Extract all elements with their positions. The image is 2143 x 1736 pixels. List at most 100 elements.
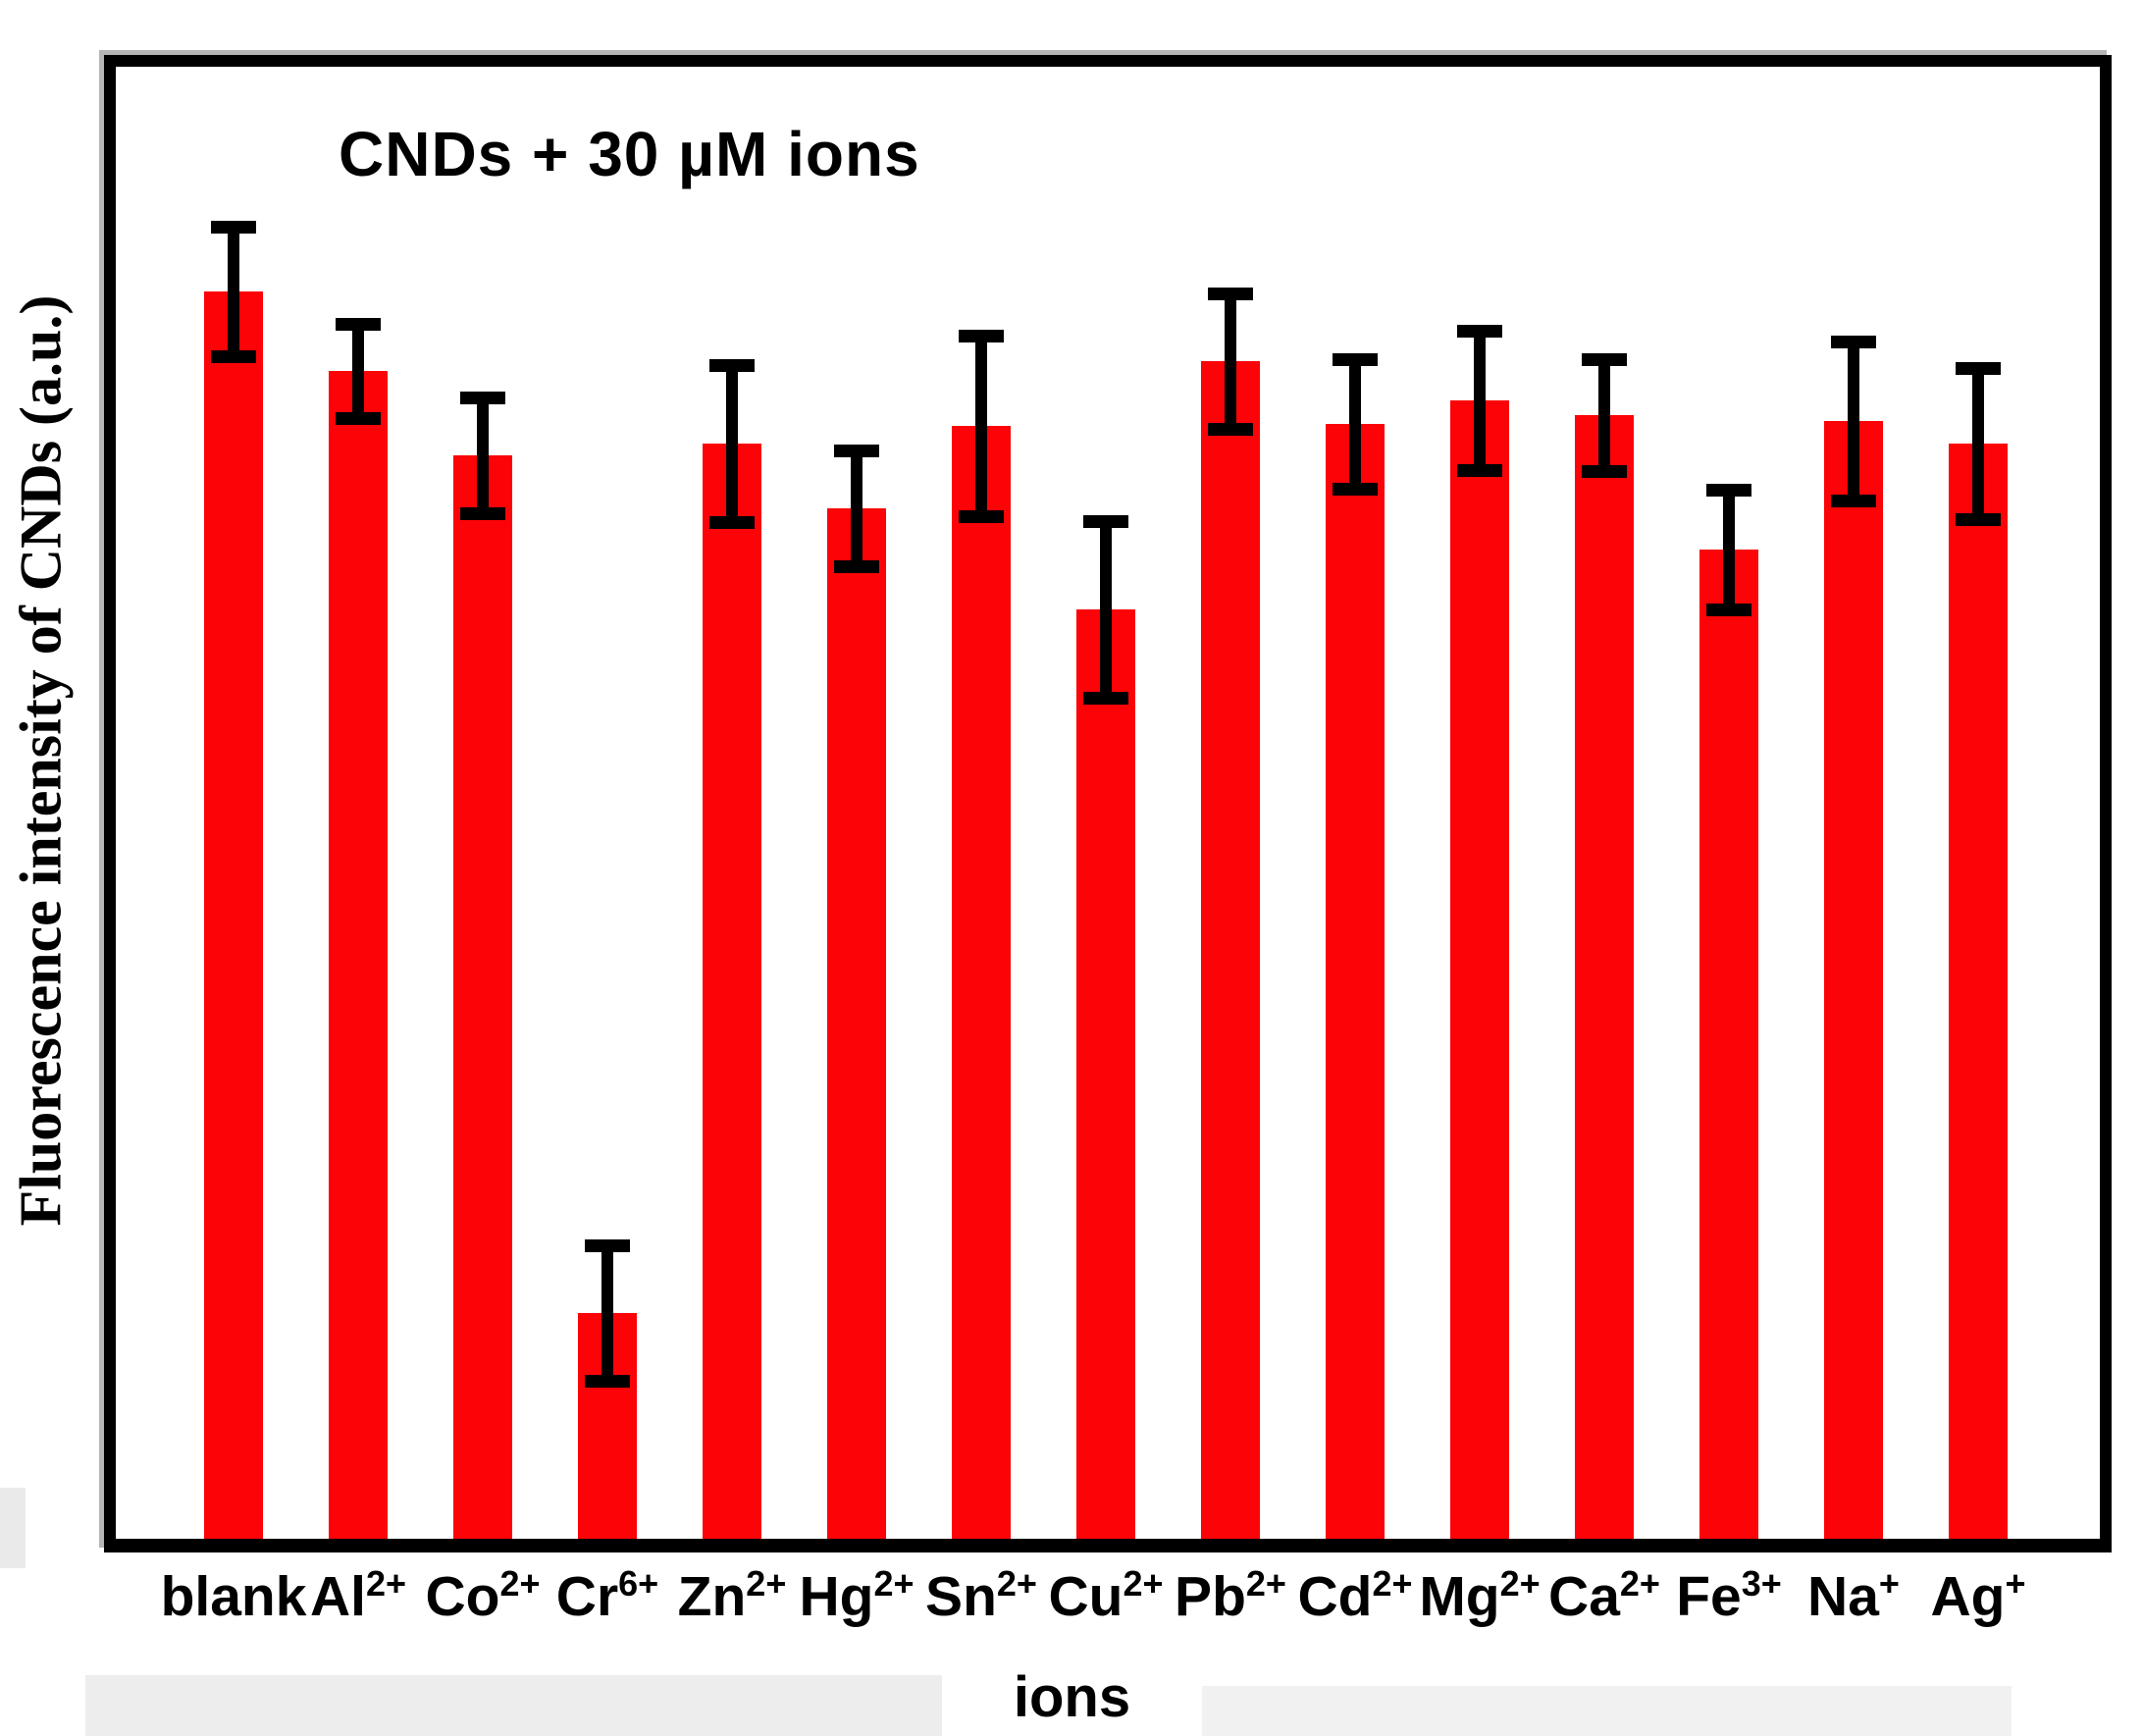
x-tick-charge: 2+ [1123,1563,1164,1604]
x-tick-charge: 2+ [1619,1563,1660,1604]
error-cap-bottom-Cd2+ [1333,482,1378,496]
x-tick-Hg2+: Hg2+ [768,1566,945,1628]
bar-Ca2+ [1575,415,1634,1539]
x-tick-base: Fe [1676,1565,1742,1628]
error-cap-bottom-Ca2+ [1582,464,1627,478]
error-cap-top-Cr6+ [585,1238,630,1252]
x-tick-Ca2+: Ca2+ [1516,1566,1693,1628]
error-bar-Cd2+ [1349,359,1361,489]
x-tick-Fe3+: Fe3+ [1641,1566,1817,1628]
bar-Cu2+ [1076,609,1135,1539]
error-bar-Ca2+ [1598,359,1610,471]
x-tick-Cd2+: Cd2+ [1267,1566,1443,1628]
plot-frame: CNDs + 30 µM ions [104,55,2112,1552]
error-cap-bottom-Pb2+ [1208,422,1253,436]
bar-Zn2+ [703,444,761,1539]
error-cap-top-Fe3+ [1706,483,1751,497]
x-tick-Al2+: Al2+ [270,1566,446,1628]
error-bar-Co2+ [477,397,489,513]
x-tick-charge: 2+ [873,1563,915,1604]
bar-Pb2+ [1201,361,1260,1539]
error-cap-top-Na+ [1831,335,1876,348]
x-tick-Na+: Na+ [1765,1566,1942,1628]
x-tick-Ag+: Ag+ [1890,1566,2066,1628]
x-tick-charge: 3+ [1741,1563,1782,1604]
error-bar-Cr6+ [601,1245,613,1381]
x-tick-charge: 2+ [365,1563,407,1604]
x-tick-charge: 6+ [618,1563,659,1604]
error-cap-top-Ag+ [1956,361,2001,375]
x-tick-base: blank [160,1565,307,1628]
error-bar-Pb2+ [1225,293,1236,429]
chart-title: CNDs + 30 µM ions [339,119,920,189]
x-tick-charge: 2+ [1245,1563,1286,1604]
background-artifact-notch [0,1488,26,1568]
error-cap-bottom-blank [211,349,256,363]
error-cap-bottom-Sn2+ [959,509,1004,523]
background-artifact-band [1202,1686,2012,1736]
error-bar-Ag+ [1972,368,1984,519]
error-cap-bottom-Zn2+ [709,515,755,529]
bar-Fe3+ [1699,550,1758,1539]
x-tick-Pb2+: Pb2+ [1142,1566,1319,1628]
x-tick-base: Zn [677,1565,747,1628]
error-cap-bottom-Cu2+ [1083,691,1128,705]
x-tick-charge: 2+ [996,1563,1037,1604]
x-tick-base: Cd [1297,1565,1373,1628]
x-tick-Cr6+: Cr6+ [519,1566,696,1628]
x-tick-charge: 2+ [1372,1563,1413,1604]
error-cap-bottom-Na+ [1831,494,1876,507]
x-tick-base: Ag [1930,1565,2006,1628]
x-tick-Co2+: Co2+ [394,1566,571,1628]
error-cap-top-Zn2+ [709,358,755,372]
error-bar-Hg2+ [851,450,862,566]
error-bar-Na+ [1848,342,1859,500]
bar-Ag+ [1949,444,2008,1539]
error-cap-bottom-Co2+ [460,506,505,520]
error-cap-bottom-Hg2+ [834,559,879,573]
bar-Cd2+ [1326,424,1385,1539]
error-bar-Cu2+ [1100,521,1112,698]
x-axis-label: ions [1013,1665,1131,1729]
error-bar-Mg2+ [1474,331,1486,470]
error-bar-blank [228,227,239,356]
x-tick-charge: 2+ [1499,1563,1541,1604]
error-bar-Al2+ [352,324,364,418]
x-tick-base: Al [309,1565,366,1628]
background-artifact-band [85,1675,942,1736]
error-cap-top-Sn2+ [959,329,1004,342]
x-tick-base: Ca [1548,1565,1620,1628]
bar-blank [204,291,263,1539]
error-cap-bottom-Mg2+ [1457,463,1502,477]
error-cap-top-Al2+ [336,317,381,331]
bar-Al2+ [329,371,388,1539]
x-tick-base: Cu [1048,1565,1124,1628]
x-tick-base: Mg [1419,1565,1500,1628]
error-cap-top-Cu2+ [1083,514,1128,528]
x-axis-label-box: ions [942,1658,1202,1736]
x-tick-base: Hg [799,1565,874,1628]
x-tick-charge: + [1878,1563,1900,1604]
error-bar-Fe3+ [1723,490,1735,609]
x-tick-charge: 2+ [499,1563,541,1604]
x-tick-base: Co [425,1565,500,1628]
x-tick-charge: 2+ [746,1563,787,1604]
error-bar-Sn2+ [975,336,987,516]
x-tick-blank: blank [145,1566,322,1628]
x-tick-base: Pb [1175,1565,1246,1628]
x-tick-Sn2+: Sn2+ [893,1566,1070,1628]
error-cap-top-blank [211,220,256,234]
x-tick-base: Sn [925,1565,997,1628]
bar-Hg2+ [827,508,886,1539]
x-tick-Zn2+: Zn2+ [644,1566,820,1628]
plot-area: CNDs + 30 µM ions [116,67,2100,1539]
error-cap-top-Co2+ [460,391,505,404]
bar-Na+ [1824,421,1883,1539]
error-cap-top-Pb2+ [1208,287,1253,300]
error-cap-top-Mg2+ [1457,324,1502,338]
y-axis-label: Fluorescence intensity of CNDs (a.u.) [8,294,74,1227]
error-cap-top-Ca2+ [1582,352,1627,366]
x-tick-base: Cr [555,1565,619,1628]
error-cap-bottom-Cr6+ [585,1374,630,1388]
